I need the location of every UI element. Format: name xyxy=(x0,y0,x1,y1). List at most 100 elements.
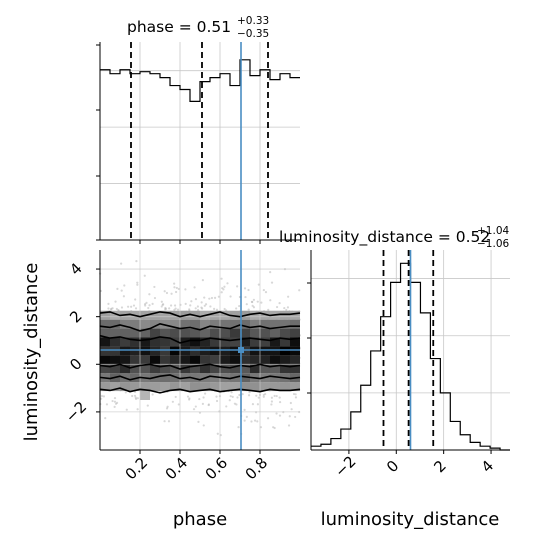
joint-density-cell xyxy=(160,373,170,383)
joint-density-cell xyxy=(220,319,230,329)
joint-sample-point xyxy=(136,283,139,286)
joint-sample-point xyxy=(143,274,146,277)
joint-sample-point xyxy=(225,405,228,408)
joint-sample-point xyxy=(204,392,207,395)
joint-density-cell xyxy=(290,346,300,356)
joint-density-cell xyxy=(250,355,260,365)
joint-sample-point xyxy=(270,396,274,399)
joint-density-cell xyxy=(140,364,150,374)
joint-sample-point xyxy=(120,289,123,292)
joint-density-cell xyxy=(270,346,280,356)
joint-density-cell xyxy=(260,346,270,356)
joint-sample-point xyxy=(169,304,173,307)
joint-density-cell xyxy=(110,364,120,374)
joint-sample-point xyxy=(245,415,248,418)
joint-sample-point xyxy=(213,296,217,299)
phase-histogram-panel xyxy=(96,42,300,244)
joint-density-cell xyxy=(150,355,160,365)
joint-sample-point xyxy=(201,279,204,282)
joint-sample-point xyxy=(243,419,246,422)
joint-density-cell xyxy=(260,364,270,374)
joint-density-cell xyxy=(140,328,150,338)
joint-density-cell xyxy=(140,355,150,365)
joint-sample-point xyxy=(220,277,223,280)
joint-density-cell xyxy=(170,364,180,374)
joint-sample-point xyxy=(262,288,265,292)
joint-sample-point xyxy=(270,281,274,284)
joint-sample-point xyxy=(132,304,136,307)
joint-density-cell xyxy=(130,373,140,383)
joint-density-cell xyxy=(210,310,220,320)
joint-density-cell xyxy=(110,328,120,338)
joint-sample-point xyxy=(124,391,127,394)
joint-density-cell xyxy=(240,328,250,338)
joint-sample-point xyxy=(247,288,250,292)
joint-density-cell xyxy=(100,319,110,329)
joint-sample-point xyxy=(148,304,151,307)
joint-sample-point xyxy=(162,303,165,306)
joint-density-cell xyxy=(230,382,240,392)
joint-sample-point xyxy=(215,399,219,403)
joint-density-cell xyxy=(180,346,190,356)
joint-sample-point xyxy=(207,403,210,406)
joint-sample-point xyxy=(189,304,192,307)
joint-density-cell xyxy=(170,319,180,329)
joint-sample-point xyxy=(151,302,154,305)
joint-sample-point xyxy=(247,308,250,311)
joint-sample-point xyxy=(134,298,137,301)
joint-density-cell xyxy=(160,337,170,347)
joint-density-cell xyxy=(230,364,240,374)
joint-sample-point xyxy=(275,305,279,309)
joint-density-cell xyxy=(130,382,140,392)
joint-sample-point xyxy=(278,396,281,399)
joint-sample-point xyxy=(194,307,197,310)
phase-hist-title: phase = 0.51 xyxy=(127,18,231,36)
joint-density-cell xyxy=(210,328,220,338)
joint-sample-point xyxy=(203,304,206,307)
joint-density-cell xyxy=(130,355,140,365)
joint-sample-point xyxy=(166,405,169,408)
joint-density-cell xyxy=(220,364,230,374)
joint-density-cell xyxy=(280,328,290,338)
joint-density-cell xyxy=(120,337,130,347)
joint-sample-point xyxy=(188,397,191,400)
joint-density-cell xyxy=(110,319,120,329)
joint-sample-point xyxy=(133,394,137,397)
joint-sample-point xyxy=(266,417,270,420)
joint-density-cell xyxy=(160,346,170,356)
joint-sample-point xyxy=(165,291,169,295)
joint-sample-point xyxy=(241,393,244,396)
joint-sample-point xyxy=(120,306,124,309)
joint-density-cells xyxy=(100,310,300,400)
joint-density-cell xyxy=(180,319,190,329)
joint-sample-point xyxy=(288,415,291,418)
joint-density-cell xyxy=(150,346,160,356)
joint-density-cell xyxy=(290,310,300,320)
joint-density-cell xyxy=(160,355,170,365)
distance-title-sub: −1.06 xyxy=(477,238,509,250)
joint-density-cell xyxy=(270,382,280,392)
joint-sample-point xyxy=(238,393,241,397)
joint-density-cell xyxy=(240,346,250,356)
joint-sample-point xyxy=(176,308,180,311)
joint-sample-point xyxy=(213,307,216,311)
joint-density-cell xyxy=(110,355,120,365)
contour-outer-upper xyxy=(99,311,301,318)
joint-density-cell xyxy=(140,337,150,347)
dist-xtick-label-3: 4 xyxy=(478,457,497,476)
joint-density-cell xyxy=(260,355,270,365)
joint-sample-point xyxy=(269,271,272,274)
joint-sample-point xyxy=(160,300,163,303)
joint-sample-point xyxy=(231,395,234,398)
joint-density-cell xyxy=(100,337,110,347)
joint-density-cell xyxy=(140,346,150,356)
joint-sample-point xyxy=(245,303,248,306)
joint-density-cell xyxy=(190,346,200,356)
joint-sample-point xyxy=(194,298,198,301)
joint-sample-point xyxy=(294,415,297,419)
joint-density-cell xyxy=(130,346,140,356)
dist-xtick-label-0: −2 xyxy=(331,452,359,480)
joint-sample-point xyxy=(105,403,109,406)
joint-sample-point xyxy=(247,394,251,397)
joint-density-cell xyxy=(190,382,200,392)
